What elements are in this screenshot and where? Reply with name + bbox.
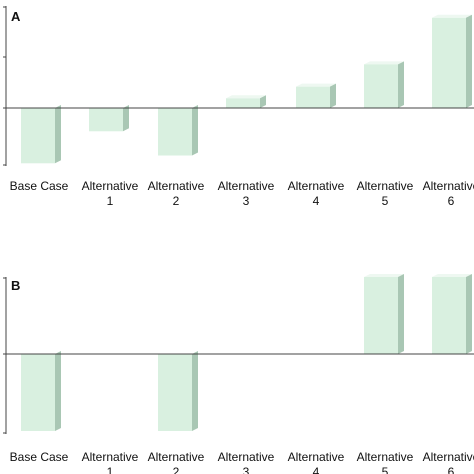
bar [432, 274, 472, 354]
panel-label: A [11, 9, 21, 24]
bar [21, 351, 61, 431]
x-tick-label: Alternative 2 [148, 179, 205, 208]
panel-b: B Base Case Alternative 1 Alternative 2 Altern… [3, 274, 474, 474]
x-tick-label: Alternative 6 [423, 450, 474, 474]
panel-label: B [11, 278, 20, 293]
x-tick-label: Base Case [10, 179, 69, 193]
bar [226, 95, 266, 108]
x-tick-label: Alternative 4 [288, 450, 345, 474]
x-tick-label: Alternative 1 [82, 450, 139, 474]
bar [158, 351, 198, 431]
bar [89, 105, 129, 132]
bar [364, 274, 404, 354]
x-tick-label: Alternative 1 [82, 179, 139, 208]
bar [158, 105, 198, 156]
bar [296, 83, 336, 108]
x-tick-label: Alternative 4 [288, 179, 345, 208]
x-tick-label: Alternative 5 [357, 179, 414, 208]
bar [21, 105, 61, 164]
x-tick-label: Alternative 6 [423, 179, 474, 208]
bar [432, 14, 472, 108]
x-tick-label: Alternative 3 [218, 179, 275, 208]
x-tick-label: Alternative 2 [148, 450, 205, 474]
x-tick-label: Alternative 3 [218, 450, 275, 474]
bar [364, 61, 404, 108]
panel-a: A Base Case Alternative 1 Alternative 2 Altern… [3, 6, 474, 208]
x-tick-label: Base Case [10, 450, 69, 464]
x-tick-label: Alternative 5 [357, 450, 414, 474]
